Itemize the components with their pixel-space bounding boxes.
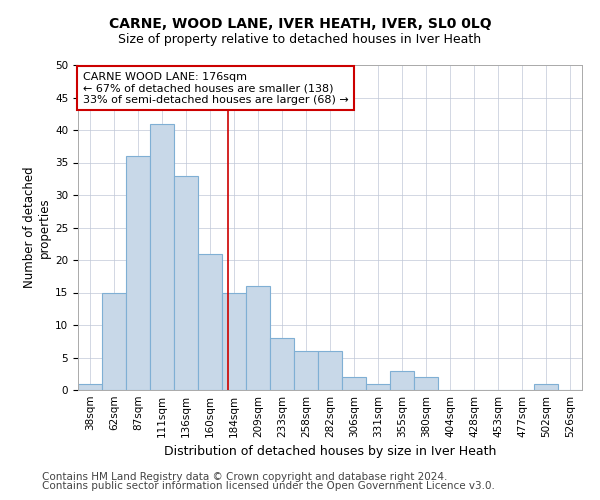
Bar [534, 384, 558, 390]
X-axis label: Distribution of detached houses by size in Iver Heath: Distribution of detached houses by size … [164, 446, 496, 458]
Bar [246, 286, 270, 390]
Text: CARNE, WOOD LANE, IVER HEATH, IVER, SL0 0LQ: CARNE, WOOD LANE, IVER HEATH, IVER, SL0 … [109, 18, 491, 32]
Text: Contains HM Land Registry data © Crown copyright and database right 2024.: Contains HM Land Registry data © Crown c… [42, 472, 448, 482]
Bar [318, 351, 342, 390]
Bar [270, 338, 294, 390]
Y-axis label: Number of detached
properties: Number of detached properties [23, 166, 51, 288]
Bar [174, 176, 198, 390]
Bar [366, 384, 390, 390]
Bar [390, 370, 414, 390]
Bar [294, 351, 318, 390]
Text: Size of property relative to detached houses in Iver Heath: Size of property relative to detached ho… [118, 32, 482, 46]
Bar [222, 292, 246, 390]
Bar [102, 292, 126, 390]
Bar [414, 377, 438, 390]
Bar [342, 377, 366, 390]
Text: Contains public sector information licensed under the Open Government Licence v3: Contains public sector information licen… [42, 481, 495, 491]
Bar [198, 254, 222, 390]
Text: CARNE WOOD LANE: 176sqm
← 67% of detached houses are smaller (138)
33% of semi-d: CARNE WOOD LANE: 176sqm ← 67% of detache… [83, 72, 349, 104]
Bar [150, 124, 174, 390]
Bar [126, 156, 150, 390]
Bar [78, 384, 102, 390]
